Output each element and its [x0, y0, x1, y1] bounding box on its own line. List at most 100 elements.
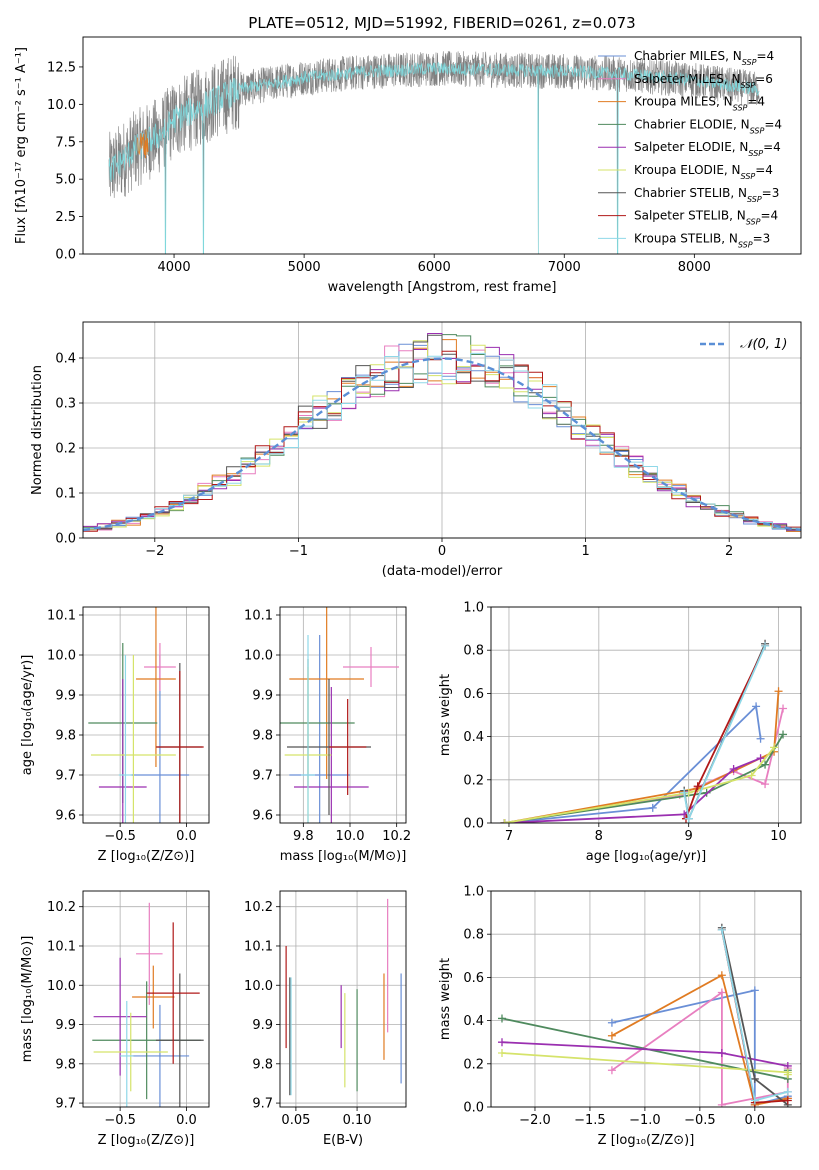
y-tick-label: 10.2 — [244, 900, 273, 915]
y-axis-label: Flux [fλ10⁻¹⁷ erg cm⁻² s⁻¹ A⁻¹] — [14, 47, 29, 244]
gaussian-reference-curve — [83, 357, 801, 532]
legend-label-kroupa_miles: Kroupa MILES, NSSP=4 — [634, 95, 765, 113]
legend-label-text: Kroupa MILES, N — [634, 95, 733, 109]
weight-marker-salpeter_miles — [717, 988, 726, 997]
y-tick-label: 9.9 — [252, 1018, 273, 1033]
y-axis-label: age [log₁₀(age/yr)] — [20, 655, 35, 776]
legend-label-suffix: =4 — [763, 140, 781, 154]
x-tick-label: 0.10 — [343, 1113, 372, 1128]
legend-label-chabrier_miles: Chabrier MILES, NSSP=4 — [634, 49, 774, 67]
x-axis-label: wavelength [Angstrom, rest frame] — [328, 280, 557, 295]
weight-marker-salpeter_elodie — [717, 1049, 726, 1057]
weight-marker-kroupa_stelib — [717, 925, 726, 934]
axes-frame — [82, 606, 210, 824]
x-axis-label: Z [log₁₀(Z/Z⊙)] — [98, 1133, 195, 1148]
x-tick-label: 4000 — [158, 260, 191, 275]
histogram-kroupa_stelib — [83, 352, 801, 530]
x-axis-label: mass [log₁₀(M/M⊙)] — [280, 849, 407, 864]
spectrum-data — [108, 50, 760, 254]
weight-marker-chabrier_stelib — [750, 1074, 759, 1083]
x-tick-label: 9 — [685, 829, 693, 844]
weight-marker-salpeter_stelib — [693, 782, 702, 791]
y-tick-label: 9.6 — [55, 809, 76, 824]
y-tick-label: 10.1 — [47, 939, 76, 954]
weight-marker-kroupa_stelib — [761, 641, 770, 650]
weight-marker-salpeter_elodie — [497, 1038, 506, 1047]
x-tick-label: 8 — [595, 829, 603, 844]
x-tick-label: −0.5 — [684, 1113, 716, 1128]
spectrum-model-kroupa — [137, 129, 149, 159]
legend-label-chabrier_stelib: Chabrier STELIB, NSSP=3 — [634, 186, 779, 204]
axes-frame — [82, 890, 210, 1108]
y-tick-label: 9.7 — [252, 1097, 273, 1112]
y-tick-label: 0.2 — [463, 1057, 484, 1072]
y-tick-label: 10.1 — [47, 609, 76, 624]
y-tick-label: 10.1 — [244, 609, 273, 624]
y-tick-label: 0.8 — [463, 644, 484, 659]
panel-0: 4000 5000 6000 7000 8000 0.0 2.5 5.0 7.5 10.0 12.5… — [14, 14, 802, 295]
legend-label-suffix: =4 — [747, 95, 765, 109]
x-tick-label: 10 — [770, 829, 787, 844]
y-axis-label: mass [log₁₀(M/M⊙)] — [20, 936, 35, 1063]
plot-area — [497, 923, 792, 1107]
weight-marker-kroupa_stelib — [680, 788, 689, 797]
x-tick-label: 10.0 — [336, 829, 365, 844]
legend-label-sub: SSP — [738, 240, 753, 249]
legend-label-chabrier_elodie: Chabrier ELODIE, NSSP=4 — [634, 117, 782, 135]
y-tick-label: 9.8 — [252, 729, 273, 744]
y-tick-label: 9.7 — [55, 1097, 76, 1112]
x-tick-label: 0.0 — [176, 1113, 197, 1128]
legend-label-suffix: =3 — [762, 186, 780, 200]
x-tick-label: 9.8 — [293, 829, 314, 844]
legend-label-salpeter_stelib: Salpeter STELIB, NSSP=4 — [634, 209, 778, 227]
histogram-salpeter_miles — [83, 345, 801, 534]
legend-label-suffix: =4 — [755, 163, 773, 177]
panel-4: 7 8 9 10 0.0 0.2 0.4 0.6 0.8 1.0 age [log₁₀(age/yr… — [438, 601, 802, 864]
y-tick-label: 0.4 — [463, 730, 484, 745]
weight-marker-chabrier_miles — [756, 734, 765, 743]
weight-marker-salpeter_elodie — [729, 765, 738, 773]
y-tick-label: 9.7 — [252, 769, 273, 784]
y-tick-label: 5.0 — [55, 173, 76, 188]
weight-marker-chabrier_elodie — [779, 730, 788, 739]
x-tick-label: 0.0 — [744, 1113, 765, 1128]
y-tick-label: 9.8 — [55, 1057, 76, 1072]
weight-line-kroupa_stelib — [683, 645, 766, 822]
plot-area — [500, 639, 788, 823]
weight-marker-kroupa_miles — [607, 1031, 616, 1040]
x-tick-label: 7 — [505, 829, 513, 844]
y-tick-label: 10.2 — [47, 900, 76, 915]
legend-label-suffix: =6 — [755, 72, 773, 86]
weight-marker-kroupa_elodie — [770, 743, 779, 752]
legend-label-text: Chabrier MILES, N — [634, 49, 742, 63]
weight-marker-chabrier_miles — [648, 803, 657, 812]
weight-marker-kroupa_miles — [774, 687, 783, 696]
legend-label-text: Kroupa ELODIE, N — [634, 163, 741, 177]
y-tick-label: 9.7 — [55, 769, 76, 784]
weight-marker-salpeter_elodie — [756, 754, 765, 763]
x-tick-label: −2.0 — [519, 1113, 551, 1128]
weight-marker-chabrier_miles — [750, 986, 759, 995]
legend-label-gauss: 𝒩(0, 1) — [740, 337, 787, 352]
x-axis-label: Z [log₁₀(Z/Z⊙)] — [98, 849, 195, 864]
panel-3: 9.8 10.0 10.2 9.6 9.7 9.8 9.9 10.0 10.1 mass [log… — [244, 606, 411, 864]
y-tick-label: 0.3 — [55, 397, 76, 412]
y-tick-label: 0.0 — [463, 1101, 484, 1116]
weight-marker-chabrier_elodie — [761, 760, 770, 769]
y-tick-label: 10.0 — [244, 979, 273, 994]
legend-label-text: Salpeter ELODIE, N — [634, 140, 748, 154]
x-tick-label: −0.5 — [104, 829, 136, 844]
legend-label-text: Chabrier ELODIE, N — [634, 117, 750, 131]
plot-area — [285, 898, 402, 1096]
panel-2: −0.5 0.0 9.6 9.7 9.8 9.9 10.0 10.1 Z [log₁₀(Z/Z⊙… — [20, 606, 210, 864]
chart-title: PLATE=0512, MJD=51992, FIBERID=0261, z=0… — [248, 14, 635, 32]
weight-marker-salpeter_miles — [779, 704, 788, 713]
panel-1: −2 −1 0 1 2 0.0 0.1 0.2 0.3 0.4 (data-model)/error… — [30, 321, 802, 579]
x-tick-label: 8000 — [678, 260, 711, 275]
legend-label-text: Salpeter MILES, N — [634, 72, 741, 86]
y-tick-label: 1.0 — [463, 885, 484, 900]
legend-label-sub: SSP — [747, 194, 762, 203]
weight-marker-kroupa_miles — [717, 971, 726, 980]
weight-line-kroupa_elodie — [504, 746, 775, 823]
